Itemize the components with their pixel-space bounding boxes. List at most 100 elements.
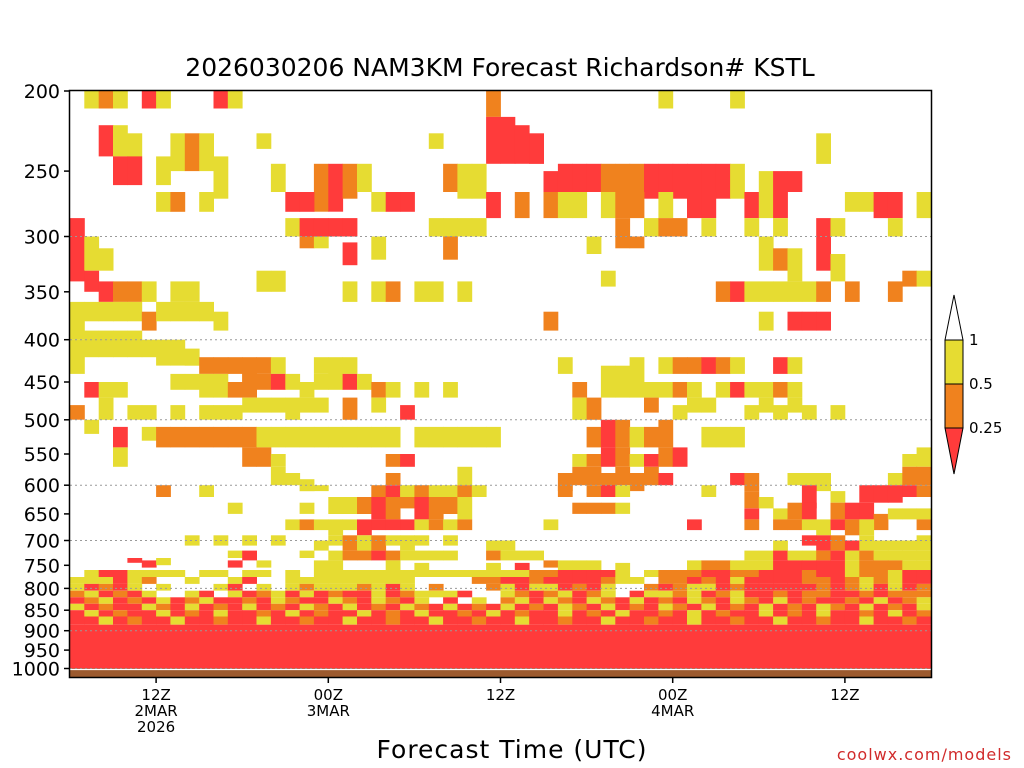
ri-cell: [500, 570, 516, 577]
ri-cell: [385, 616, 401, 625]
ri-cell: [658, 570, 674, 577]
ri-cell: [586, 560, 602, 570]
ri-cell: [572, 603, 588, 611]
ri-cell: [600, 192, 616, 219]
ri-cell: [227, 502, 243, 514]
ri-cell: [500, 610, 516, 617]
ri-cell: [844, 603, 860, 611]
colorbar-label: 0.5: [969, 375, 993, 393]
ri-cell: [328, 603, 344, 611]
ri-cell: [801, 485, 817, 509]
ri-cell: [414, 603, 430, 611]
ri-cell: [141, 577, 157, 584]
ri-cell: [70, 339, 85, 374]
ri-cell: [113, 330, 128, 358]
ri-cell: [514, 562, 530, 571]
ri-cell: [816, 218, 831, 237]
ri-cell: [844, 570, 860, 577]
ri-cell: [428, 610, 444, 617]
ri-cell: [471, 163, 487, 199]
ri-cell: [443, 218, 458, 237]
y-axis: 200 250 300 350 400 450 500 550 600 650 7007508008…: [12, 81, 70, 681]
ri-cell: [758, 616, 774, 625]
ri-cell: [227, 610, 243, 617]
ri-cell: [844, 281, 860, 302]
ri-cell: [744, 473, 760, 492]
ri-cell: [113, 281, 128, 302]
ri-cell: [299, 577, 315, 584]
ri-cell: [758, 171, 774, 192]
ri-cell: [256, 603, 272, 611]
ri-cell: [313, 597, 329, 604]
ri-cell: [199, 610, 214, 617]
ri-cell: [285, 603, 301, 611]
ri-cell: [313, 357, 329, 374]
ri-cell: [572, 570, 588, 577]
ri-cell: [701, 218, 717, 237]
ri-cell: [256, 570, 272, 577]
ri-cell: [844, 550, 860, 561]
ri-cell: [285, 577, 301, 584]
ri-cell: [328, 550, 344, 561]
ri-cell: [313, 540, 329, 551]
ri-cell: [486, 426, 501, 448]
ri-cell: [701, 603, 717, 611]
ri-cell: [270, 270, 286, 292]
ri-cell: [184, 577, 200, 584]
ri-cell: [787, 590, 803, 598]
ri-cell: [758, 311, 774, 331]
ri-cell: [84, 577, 100, 584]
ri-cell: [543, 583, 559, 591]
ri-cell: [227, 590, 243, 598]
ri-cell: [285, 397, 301, 420]
ri-cell: [529, 610, 544, 617]
ri-cell: [557, 583, 573, 591]
ri-cell: [299, 192, 315, 212]
ri-cell: [328, 570, 344, 577]
ri-cell: [830, 405, 846, 420]
ri-cell: [400, 192, 415, 212]
ri-cell: [658, 473, 674, 486]
ri-cell: [902, 540, 918, 551]
ri-cell: [529, 597, 544, 604]
ri-cell: [70, 218, 85, 237]
ri-cell: [687, 397, 702, 413]
ri-cell: [242, 570, 257, 577]
ri-cell: [70, 603, 85, 611]
ri-cell: [758, 570, 774, 577]
ri-cell: [141, 405, 157, 420]
ri-cell: [916, 603, 932, 611]
ri-cell: [600, 447, 616, 467]
ri-cell: [744, 597, 760, 604]
ri-cell: [98, 570, 114, 577]
ri-cell: [385, 382, 401, 398]
ri-cell: [600, 597, 616, 604]
ri-cell: [586, 597, 602, 604]
ri-cell: [629, 236, 645, 249]
ri-cell: [127, 133, 143, 157]
ri-cell: [572, 397, 588, 420]
ri-cell: [787, 603, 803, 611]
ri-cell: [801, 577, 817, 584]
ri-cell: [758, 603, 774, 611]
ri-cell: [887, 508, 903, 520]
ri-cell: [557, 597, 573, 604]
ri-cell: [586, 485, 602, 497]
ri-cell: [557, 357, 573, 374]
y-tick-label: 600: [24, 475, 60, 497]
ri-cell: [400, 485, 415, 497]
ri-cell: [687, 382, 702, 398]
ri-cell: [457, 218, 473, 237]
ri-cell: [371, 583, 387, 591]
ri-cell: [98, 301, 114, 322]
ri-cell: [873, 513, 889, 531]
ri-cell: [385, 590, 401, 598]
ri-cell: [342, 218, 358, 237]
ri-cell: [127, 405, 143, 420]
ri-cell: [887, 192, 903, 219]
ri-cell: [342, 570, 358, 577]
ri-cell: [400, 577, 415, 584]
ri-cell: [744, 560, 760, 570]
ri-cell: [98, 330, 114, 358]
y-tick-label: 1000: [12, 659, 60, 681]
